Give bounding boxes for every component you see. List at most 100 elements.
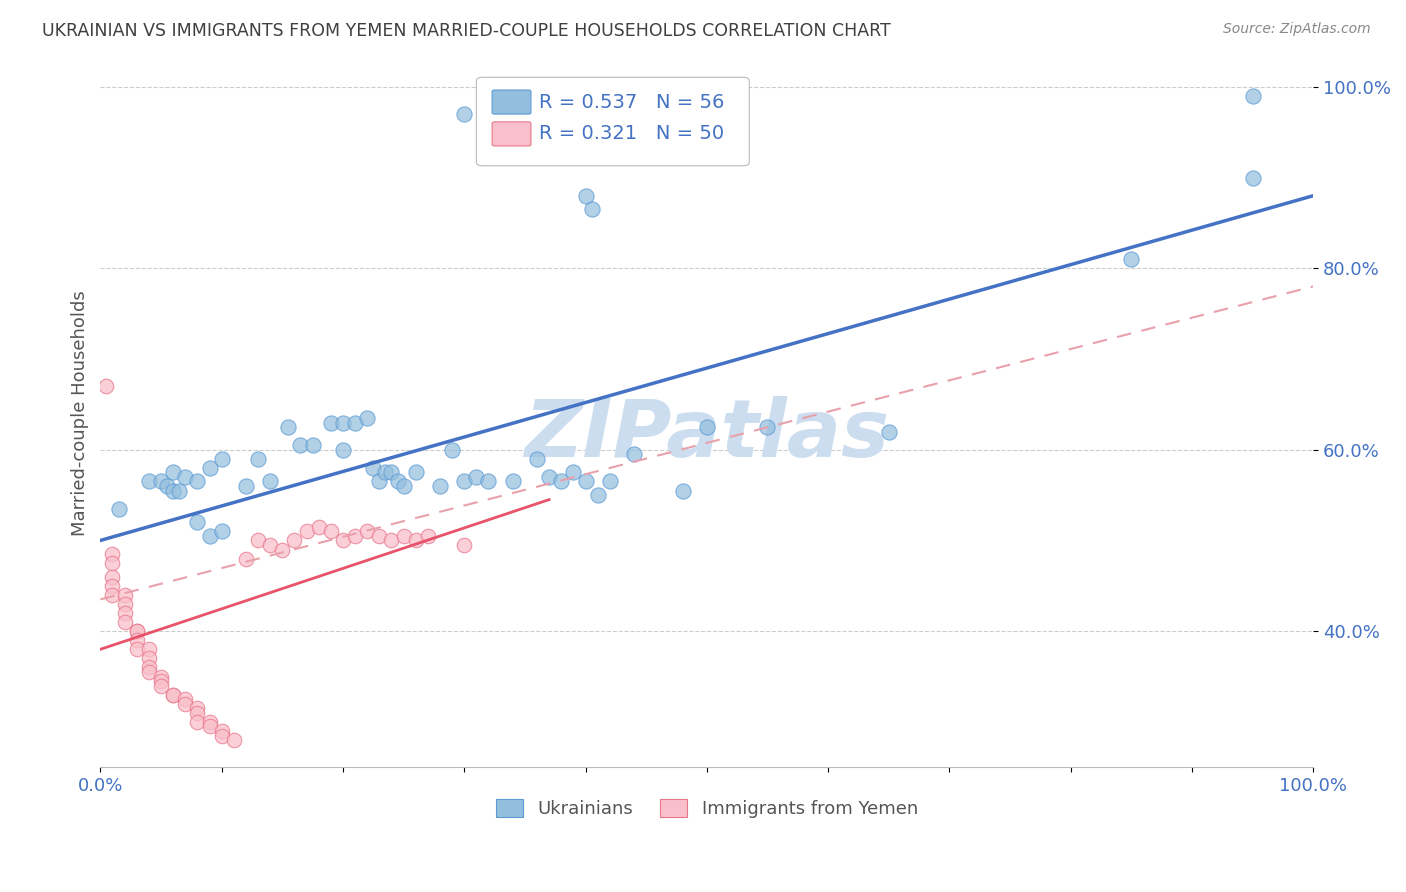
Point <box>405 533 427 548</box>
Point <box>235 479 257 493</box>
Point <box>290 438 312 452</box>
Legend: Ukrainians, Immigrants from Yemen: Ukrainians, Immigrants from Yemen <box>488 792 925 825</box>
Point <box>101 556 124 570</box>
Point <box>150 674 173 689</box>
Point <box>387 475 409 489</box>
Point <box>211 723 233 738</box>
Point <box>332 416 354 430</box>
Point <box>125 624 148 639</box>
Text: R = 0.537   N = 56: R = 0.537 N = 56 <box>540 93 725 112</box>
Point <box>696 420 718 434</box>
Point <box>271 542 294 557</box>
Point <box>550 475 572 489</box>
Point <box>526 451 548 466</box>
Point <box>198 461 221 475</box>
Point <box>101 579 124 593</box>
Point <box>671 483 693 498</box>
Point <box>235 551 257 566</box>
Point <box>138 651 160 665</box>
Point <box>150 669 173 683</box>
Point <box>1241 89 1264 103</box>
Text: R = 0.321   N = 50: R = 0.321 N = 50 <box>540 124 724 144</box>
Point <box>222 733 245 747</box>
Point <box>344 416 367 430</box>
Point <box>259 538 281 552</box>
Point <box>198 714 221 729</box>
Point <box>101 547 124 561</box>
Point <box>392 479 415 493</box>
Point <box>96 379 118 393</box>
Point <box>392 529 415 543</box>
Point <box>107 501 129 516</box>
Point <box>101 570 124 584</box>
Point <box>162 483 184 498</box>
Point <box>174 697 197 711</box>
Point <box>368 475 391 489</box>
Point <box>356 524 378 539</box>
Point <box>1121 252 1143 267</box>
Point <box>441 442 464 457</box>
Point <box>125 624 148 639</box>
Point <box>332 442 354 457</box>
Point <box>162 688 184 702</box>
Point <box>465 470 488 484</box>
Point <box>198 529 221 543</box>
Point <box>150 475 173 489</box>
Point <box>502 475 524 489</box>
Point <box>319 524 342 539</box>
Point <box>319 416 342 430</box>
Point <box>150 679 173 693</box>
Point <box>114 606 136 620</box>
FancyBboxPatch shape <box>492 122 531 146</box>
Point <box>416 529 439 543</box>
Point <box>211 729 233 743</box>
Point <box>259 475 281 489</box>
Point <box>1241 170 1264 185</box>
Point <box>429 479 451 493</box>
Point <box>599 475 621 489</box>
Point <box>477 475 499 489</box>
Point <box>186 516 208 530</box>
Point <box>162 466 184 480</box>
Point <box>301 438 323 452</box>
Point <box>211 451 233 466</box>
Point <box>156 479 179 493</box>
Point <box>344 529 367 543</box>
Point <box>198 719 221 733</box>
Point <box>295 524 318 539</box>
Point <box>114 597 136 611</box>
Point <box>247 451 270 466</box>
Point <box>374 466 396 480</box>
Point <box>361 461 384 475</box>
Point <box>538 470 561 484</box>
Point <box>356 411 378 425</box>
FancyBboxPatch shape <box>492 90 531 114</box>
Point <box>162 688 184 702</box>
Point <box>138 642 160 657</box>
Point <box>332 533 354 548</box>
Text: ZIPatlas: ZIPatlas <box>524 396 890 474</box>
Point <box>138 665 160 679</box>
Point <box>101 588 124 602</box>
Point <box>138 660 160 674</box>
Point <box>186 706 208 720</box>
Point <box>186 714 208 729</box>
Point <box>453 475 475 489</box>
Point <box>114 615 136 629</box>
Point <box>574 475 596 489</box>
Point <box>586 488 609 502</box>
Point <box>247 533 270 548</box>
Point <box>405 466 427 480</box>
Point <box>453 538 475 552</box>
Point <box>562 466 585 480</box>
Point <box>756 420 779 434</box>
Point <box>167 483 190 498</box>
Point <box>125 633 148 648</box>
Point <box>453 107 475 121</box>
Text: UKRAINIAN VS IMMIGRANTS FROM YEMEN MARRIED-COUPLE HOUSEHOLDS CORRELATION CHART: UKRAINIAN VS IMMIGRANTS FROM YEMEN MARRI… <box>42 22 891 40</box>
Point <box>211 524 233 539</box>
Point <box>186 475 208 489</box>
Point <box>114 588 136 602</box>
Point <box>581 202 603 217</box>
Point <box>574 188 596 202</box>
